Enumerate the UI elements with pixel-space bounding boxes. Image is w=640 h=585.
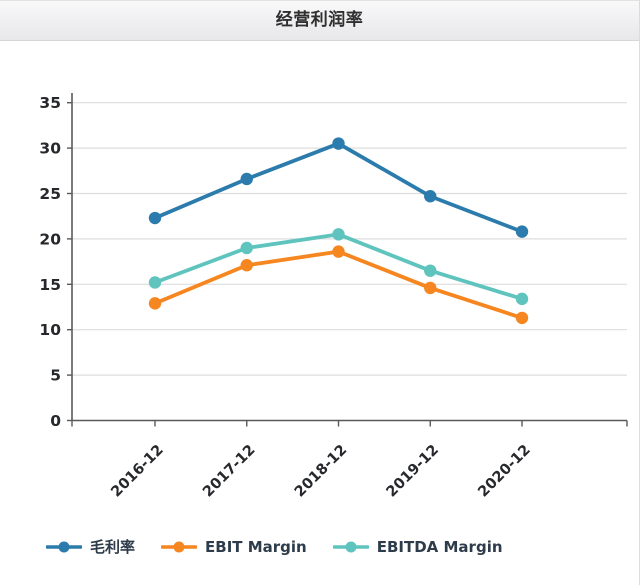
data-point[interactable] [515,311,529,325]
series-line [153,141,524,234]
legend-item[interactable]: EBITDA Margin [332,537,503,556]
y-tick-label: 25 [39,185,61,203]
y-tick-label: 30 [39,140,61,158]
data-point[interactable] [240,241,253,255]
page-title: 经营利润率 [275,10,364,30]
legend-label: EBITDA Margin [376,537,503,556]
legend-item[interactable]: 毛利率 [46,536,135,557]
legend-swatch-icon [332,541,369,552]
chart-legend: 毛利率 EBIT Margin EBITDA Margin [46,536,503,557]
data-point[interactable] [240,172,253,186]
data-point[interactable] [332,245,345,258]
data-point[interactable] [515,292,529,306]
y-tick-label: 5 [50,367,61,385]
data-point[interactable] [424,281,437,295]
y-tick-label: 10 [39,321,61,339]
data-point[interactable] [240,259,253,272]
title-bar: 经营利润率 [0,0,639,41]
data-point[interactable] [332,228,345,241]
legend-item[interactable]: EBIT Margin [161,538,307,556]
x-tick-label: 2018-12 [292,442,350,500]
y-tick-label: 35 [39,94,61,112]
x-tick-label: 2017-12 [200,442,258,500]
data-point[interactable] [148,211,162,225]
x-tick-label: 2016-12 [108,442,166,500]
y-tick-label: 0 [50,412,61,430]
data-point[interactable] [332,137,345,150]
data-point[interactable] [424,190,437,203]
series-line [153,232,524,301]
legend-label: 毛利率 [90,538,136,556]
data-point[interactable] [424,264,437,277]
x-tick-label: 2020-12 [475,442,533,500]
y-tick-label: 15 [39,276,61,294]
chart-svg: 0 5 10 15 20 25 30 35 2016-12 2017-12 2018-12 2019-… [39,93,628,500]
data-point[interactable] [515,225,529,238]
data-point[interactable] [148,297,162,310]
legend-label: EBIT Margin [205,537,307,556]
legend-swatch-icon [46,541,82,552]
data-point[interactable] [148,276,162,289]
legend-swatch-icon [161,541,198,552]
margin-line-chart: 0 5 10 15 20 25 30 35 2016-12 2017-12 2018-12 2019-… [0,41,639,511]
x-tick-label: 2019-12 [384,442,442,500]
y-tick-label: 20 [39,230,61,248]
